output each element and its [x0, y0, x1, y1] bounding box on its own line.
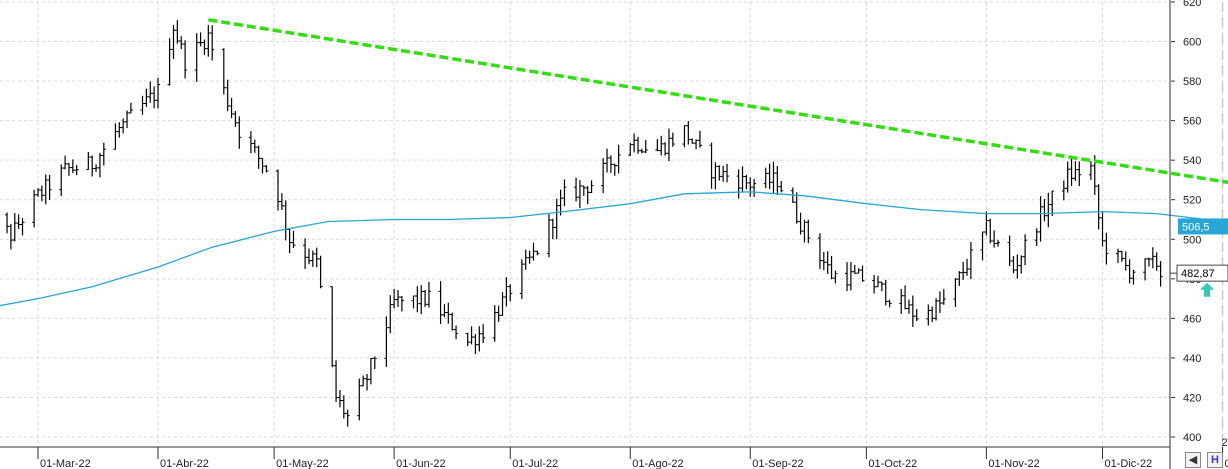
ohlc-bars	[5, 20, 1163, 427]
ma-line	[0, 191, 1228, 307]
x-tick-label: 01-Mar-22	[40, 458, 91, 469]
y-tick-label: 560	[1183, 116, 1201, 128]
y-tick-label: 580	[1183, 76, 1201, 88]
ma-value-label: 506,5	[1182, 221, 1210, 233]
y-tick-label: 600	[1183, 37, 1201, 49]
moving-average	[0, 191, 1228, 307]
y-tick-label: 520	[1183, 195, 1201, 207]
x-tick-label: 01-Jun-22	[396, 458, 446, 469]
resistance-trendline	[208, 18, 1228, 185]
x-tick-label: 01-Sep-22	[752, 458, 803, 469]
y-tick-label: 400	[1183, 432, 1201, 444]
x-tick-label: 01-E	[1225, 458, 1228, 469]
year-label: 2023	[1222, 437, 1228, 449]
x-tick-label: 01-Jul-22	[512, 458, 558, 469]
scroll-left-button[interactable]: ◀	[1185, 452, 1201, 468]
y-tick-label: 540	[1183, 155, 1201, 167]
y-tick-label: 460	[1183, 313, 1201, 325]
x-tick-label: 01-Dic-22	[1105, 458, 1153, 469]
trendline	[208, 18, 1228, 185]
x-tick-label: 01-Ago-22	[632, 458, 683, 469]
markers: 506,5 482,87	[1170, 218, 1228, 297]
x-tick-label: 01-Nov-22	[988, 458, 1039, 469]
y-tick-label: 500	[1183, 234, 1201, 246]
x-tick-label: 01-May-22	[276, 458, 329, 469]
up-arrow-icon	[1200, 282, 1215, 297]
y-tick-label: 620	[1183, 0, 1201, 9]
y-tick-label: 440	[1183, 353, 1201, 365]
ma-value-box	[1178, 218, 1228, 235]
x-tick-label: 01-Oct-22	[868, 458, 917, 469]
y-tick-label: 420	[1183, 392, 1201, 404]
save-button[interactable]: H	[1207, 452, 1223, 468]
last-price-label: 482,87	[1181, 268, 1215, 280]
x-tick-label: 01-Abr-22	[160, 458, 209, 469]
grid	[0, 1, 1224, 447]
